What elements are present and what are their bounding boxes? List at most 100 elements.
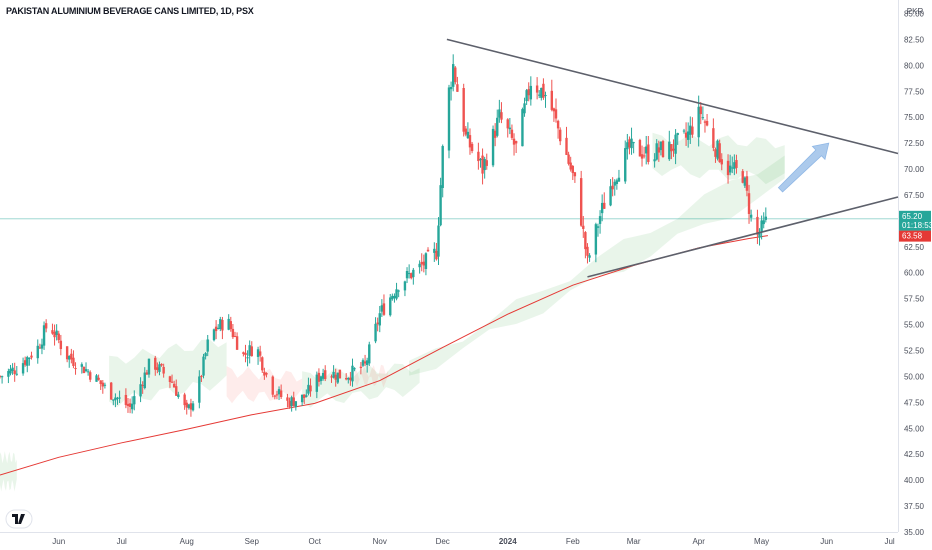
candle-body[interactable] bbox=[538, 94, 541, 96]
candle-body[interactable] bbox=[525, 90, 528, 102]
candle-body[interactable] bbox=[86, 371, 90, 373]
candle-body[interactable] bbox=[133, 396, 136, 405]
candle-body[interactable] bbox=[229, 321, 232, 330]
candle-body[interactable] bbox=[112, 399, 115, 401]
candle-body[interactable] bbox=[15, 373, 18, 375]
candle-body[interactable] bbox=[235, 336, 239, 350]
candle-body[interactable] bbox=[265, 372, 268, 375]
candle-body[interactable] bbox=[689, 125, 692, 135]
candle-body[interactable] bbox=[275, 394, 279, 396]
candle-body[interactable] bbox=[9, 368, 12, 374]
candle-body[interactable] bbox=[726, 160, 730, 176]
candle-body[interactable] bbox=[542, 83, 545, 98]
candle-body[interactable] bbox=[657, 147, 661, 153]
candle-body[interactable] bbox=[53, 331, 56, 338]
candle-body[interactable] bbox=[703, 121, 707, 123]
candle-body[interactable] bbox=[248, 345, 251, 356]
candle-body[interactable] bbox=[51, 330, 54, 334]
candle-body[interactable] bbox=[506, 119, 509, 129]
candle-body[interactable] bbox=[74, 368, 77, 370]
candle-body[interactable] bbox=[185, 402, 188, 408]
candle-body[interactable] bbox=[154, 357, 157, 370]
candle-body[interactable] bbox=[485, 160, 488, 166]
candle-body[interactable] bbox=[550, 90, 554, 110]
candle-body[interactable] bbox=[420, 262, 423, 265]
candle-body[interactable] bbox=[686, 131, 690, 140]
trendline-lower[interactable] bbox=[587, 196, 899, 278]
candle-body[interactable] bbox=[40, 344, 44, 349]
candle-body[interactable] bbox=[437, 225, 440, 257]
candle-body[interactable] bbox=[26, 357, 29, 366]
candle-body[interactable] bbox=[214, 326, 218, 332]
candle-body[interactable] bbox=[382, 303, 386, 315]
candle-body[interactable] bbox=[586, 246, 589, 256]
candle-body[interactable] bbox=[389, 297, 392, 316]
candle-body[interactable] bbox=[145, 372, 149, 375]
candle-body[interactable] bbox=[158, 364, 161, 372]
candle-body[interactable] bbox=[691, 126, 694, 135]
candle-body[interactable] bbox=[410, 273, 413, 279]
candle-body[interactable] bbox=[219, 319, 222, 329]
candle-body[interactable] bbox=[523, 103, 526, 114]
candle-body[interactable] bbox=[447, 87, 451, 151]
candle-body[interactable] bbox=[758, 232, 761, 238]
candle-body[interactable] bbox=[143, 372, 146, 389]
candle-body[interactable] bbox=[378, 313, 381, 326]
candle-body[interactable] bbox=[393, 295, 396, 299]
candle-body[interactable] bbox=[376, 322, 379, 325]
candle-body[interactable] bbox=[0, 376, 4, 378]
candle-body[interactable] bbox=[55, 330, 58, 335]
candle-body[interactable] bbox=[97, 377, 100, 380]
candle-body[interactable] bbox=[571, 165, 574, 174]
candle-body[interactable] bbox=[300, 394, 304, 403]
candle-body[interactable] bbox=[510, 129, 514, 138]
candle-body[interactable] bbox=[552, 108, 556, 112]
candle-body[interactable] bbox=[682, 130, 686, 132]
candle-body[interactable] bbox=[82, 366, 86, 374]
candle-body[interactable] bbox=[212, 329, 216, 341]
candle-body[interactable] bbox=[110, 382, 113, 400]
candle-body[interactable] bbox=[116, 397, 119, 399]
candle-body[interactable] bbox=[353, 368, 356, 370]
candle-body[interactable] bbox=[449, 86, 453, 90]
candle-body[interactable] bbox=[661, 141, 665, 158]
candle-body[interactable] bbox=[170, 381, 174, 383]
candle-body[interactable] bbox=[103, 384, 107, 386]
candle-body[interactable] bbox=[439, 185, 442, 226]
candle-body[interactable] bbox=[676, 132, 679, 136]
candle-body[interactable] bbox=[456, 84, 459, 92]
candle-body[interactable] bbox=[569, 162, 572, 170]
candle-body[interactable] bbox=[579, 178, 583, 226]
candle-body[interactable] bbox=[361, 360, 365, 366]
candle-body[interactable] bbox=[647, 144, 650, 162]
candle-body[interactable] bbox=[600, 202, 604, 214]
candle-body[interactable] bbox=[672, 148, 675, 151]
candle-body[interactable] bbox=[451, 64, 455, 87]
candle-body[interactable] bbox=[324, 370, 327, 380]
candle-body[interactable] bbox=[617, 177, 621, 182]
candle-body[interactable] bbox=[305, 395, 308, 397]
candle-body[interactable] bbox=[613, 181, 616, 186]
candle-body[interactable] bbox=[720, 159, 723, 165]
candle-body[interactable] bbox=[529, 85, 533, 100]
candle-body[interactable] bbox=[397, 290, 400, 292]
candle-body[interactable] bbox=[227, 318, 230, 330]
candle-body[interactable] bbox=[244, 352, 247, 355]
candle-body[interactable] bbox=[483, 158, 486, 171]
candle-body[interactable] bbox=[118, 397, 121, 399]
candle-body[interactable] bbox=[762, 220, 765, 225]
candle-body[interactable] bbox=[609, 186, 612, 206]
tradingview-logo[interactable] bbox=[5, 509, 33, 529]
candle-body[interactable] bbox=[477, 151, 480, 162]
candle-body[interactable] bbox=[65, 346, 69, 360]
candle-body[interactable] bbox=[728, 165, 732, 173]
candle-body[interactable] bbox=[290, 397, 293, 407]
candle-body[interactable] bbox=[42, 325, 46, 346]
candle-body[interactable] bbox=[233, 336, 237, 338]
candle-body[interactable] bbox=[11, 367, 14, 371]
candle-body[interactable] bbox=[168, 376, 172, 383]
candle-body[interactable] bbox=[187, 404, 191, 408]
candle-body[interactable] bbox=[500, 112, 503, 120]
candle-body[interactable] bbox=[141, 384, 144, 387]
